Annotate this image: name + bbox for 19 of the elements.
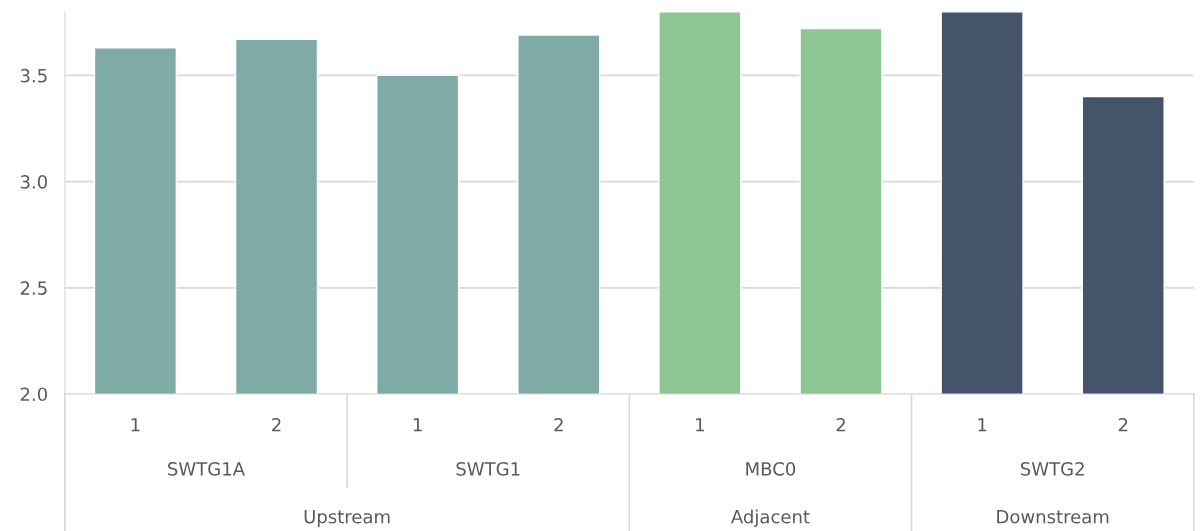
y-tick-label: 3.5: [20, 68, 47, 83]
y-tick-label: 3.0: [20, 175, 47, 189]
y-tick-label: 2.0: [20, 387, 47, 402]
text: Adjacent: [731, 509, 810, 527]
text: MBC0: [746, 462, 796, 476]
text: SWTG1A: [168, 462, 245, 476]
x-tick-label: 1: [413, 418, 422, 432]
text: Downstream: [997, 510, 1109, 524]
x-tick-label: 2: [554, 417, 563, 432]
y-tick-label: 2.5: [20, 281, 47, 295]
x-tick-label: 1: [696, 418, 704, 432]
x-tick-label: 1: [131, 418, 140, 432]
text: Upstream: [304, 510, 390, 527]
x-tick-label: 1: [978, 418, 987, 432]
text: SWTG2: [1020, 462, 1084, 476]
x-tick-label: 2: [836, 417, 845, 432]
x-tick-label: 2: [1118, 417, 1128, 432]
x-tick-label: 2: [272, 417, 281, 432]
text: SWTG1: [456, 462, 520, 476]
